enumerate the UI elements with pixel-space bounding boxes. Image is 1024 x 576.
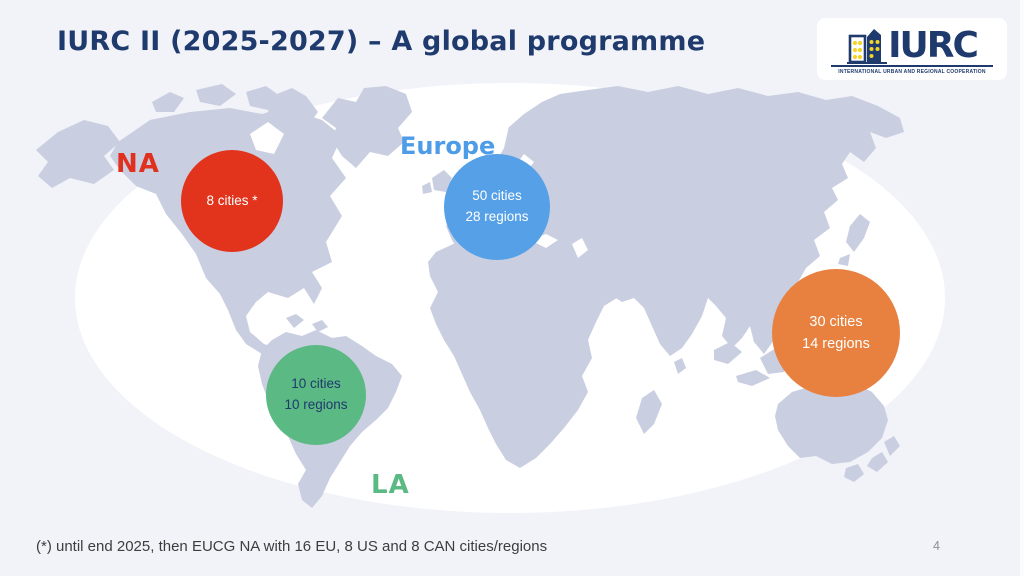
logo-tagline: INTERNATIONAL URBAN AND REGIONAL COOPERA…	[838, 68, 986, 75]
footnote: (*) until end 2025, then EUCG NA with 16…	[36, 538, 548, 555]
new-zealand	[844, 436, 900, 482]
continents	[36, 84, 904, 508]
bubble-line: 28 regions	[465, 209, 529, 224]
bubble-latin-america: 10 cities 10 regions	[266, 345, 366, 445]
iurc-logo: IURC INTERNATIONAL URBAN AND REGIONAL CO…	[817, 18, 1007, 80]
alaska	[36, 120, 120, 188]
logo-row: IURC	[847, 24, 979, 67]
buildings-icon	[847, 28, 888, 64]
bubble-line: 10 cities	[291, 376, 341, 392]
logo-divider	[831, 64, 993, 67]
sri-lanka	[674, 358, 686, 374]
bubble-north-america: 8 cities *	[181, 150, 283, 252]
bubble-line: 14 regions	[802, 336, 870, 352]
region-label-na: NA	[116, 149, 160, 179]
bubble-line: 8 cities *	[206, 192, 258, 208]
madagascar	[636, 390, 662, 434]
japan	[838, 214, 870, 266]
region-label-europe: Europe	[400, 132, 496, 160]
logo-wordmark: IURC	[888, 25, 979, 67]
caribbean-islands	[286, 314, 328, 332]
bubble-line: 50 cities	[472, 188, 522, 204]
page-title: IURC II (2025-2027) – A global programme	[57, 26, 706, 57]
australia	[775, 382, 888, 464]
page-number: 4	[933, 539, 940, 553]
bubble-line: 10 regions	[284, 397, 348, 412]
africa	[428, 236, 636, 468]
bubble-europe: 50 cities 28 regions	[444, 154, 550, 260]
slide-edge	[1020, 0, 1024, 576]
region-label-la: LA	[371, 470, 410, 500]
bubble-line: 30 cities	[809, 313, 863, 330]
bubble-asia-australasia: 30 cities 14 regions	[772, 269, 900, 397]
